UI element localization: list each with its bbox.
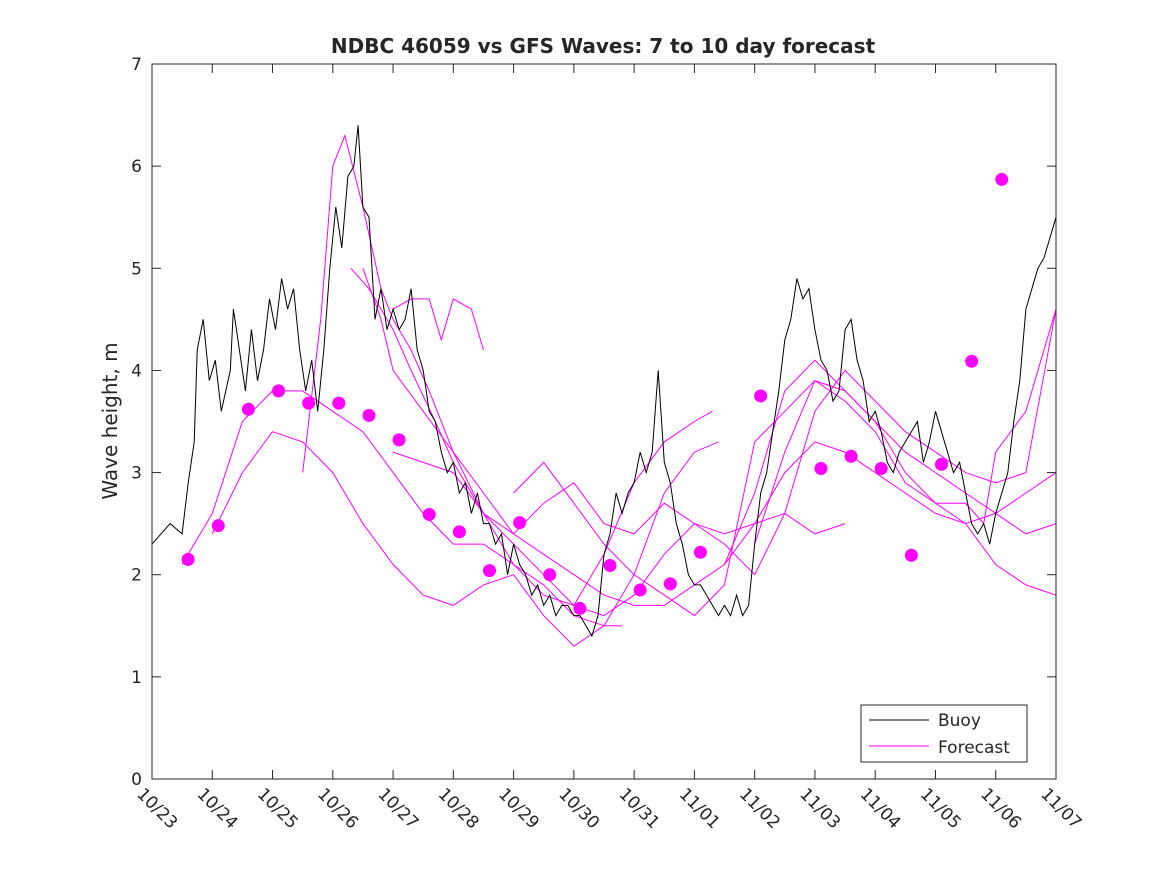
chart-title: NDBC 46059 vs GFS Waves: 7 to 10 day for… bbox=[331, 34, 876, 58]
forecast-marker bbox=[754, 389, 768, 403]
forecast-marker bbox=[573, 601, 587, 615]
forecast-marker bbox=[272, 384, 286, 398]
y-tick-label: 2 bbox=[131, 566, 142, 586]
forecast-series-line bbox=[392, 451, 846, 535]
forecast-marker bbox=[513, 516, 527, 530]
forecast-marker bbox=[302, 396, 316, 410]
forecast-marker bbox=[633, 583, 647, 597]
forecast-series-line bbox=[392, 298, 484, 351]
forecast-marker bbox=[663, 577, 677, 591]
forecast-marker bbox=[332, 396, 346, 410]
forecast-series-line bbox=[513, 379, 1056, 617]
forecast-series-line bbox=[754, 379, 1056, 545]
buoy-series-line bbox=[152, 104, 1056, 638]
legend-box bbox=[860, 704, 1028, 763]
forecast-marker bbox=[241, 402, 255, 416]
y-tick-label: 1 bbox=[131, 668, 142, 688]
forecast-marker bbox=[181, 552, 195, 566]
plot-frame bbox=[151, 63, 1057, 780]
y-tick-label: 7 bbox=[131, 55, 142, 75]
forecast-series-line bbox=[211, 431, 719, 647]
y-axis-label: Wave height, m bbox=[98, 342, 122, 499]
forecast-series-line bbox=[362, 268, 713, 607]
forecast-marker bbox=[844, 449, 858, 463]
data-layer bbox=[152, 104, 1056, 647]
y-tick-label: 3 bbox=[131, 464, 142, 484]
forecast-marker bbox=[482, 564, 496, 578]
forecast-marker bbox=[543, 568, 557, 582]
forecast-marker bbox=[603, 559, 617, 573]
forecast-marker bbox=[452, 525, 466, 539]
forecast-marker bbox=[995, 172, 1009, 186]
y-tick-label: 5 bbox=[131, 259, 142, 279]
forecast-marker bbox=[422, 507, 436, 521]
y-tick-label: 0 bbox=[131, 770, 142, 790]
forecast-series-line bbox=[350, 237, 1056, 617]
forecast-marker bbox=[814, 461, 828, 475]
y-tick-label: 6 bbox=[131, 157, 142, 177]
legend: Buoy Forecast bbox=[860, 704, 1028, 763]
legend-forecast-label: Forecast bbox=[938, 738, 1010, 758]
y-tick-label: 4 bbox=[131, 361, 142, 381]
forecast-series-line bbox=[724, 247, 1056, 565]
forecast-marker bbox=[965, 354, 979, 368]
legend-buoy-label: Buoy bbox=[938, 711, 981, 731]
forecast-marker bbox=[211, 519, 225, 533]
forecast-marker bbox=[874, 461, 888, 475]
forecast-marker bbox=[904, 548, 918, 562]
forecast-marker bbox=[362, 408, 376, 422]
forecast-marker bbox=[693, 545, 707, 559]
forecast-marker bbox=[392, 433, 406, 447]
forecast-marker bbox=[934, 457, 948, 471]
